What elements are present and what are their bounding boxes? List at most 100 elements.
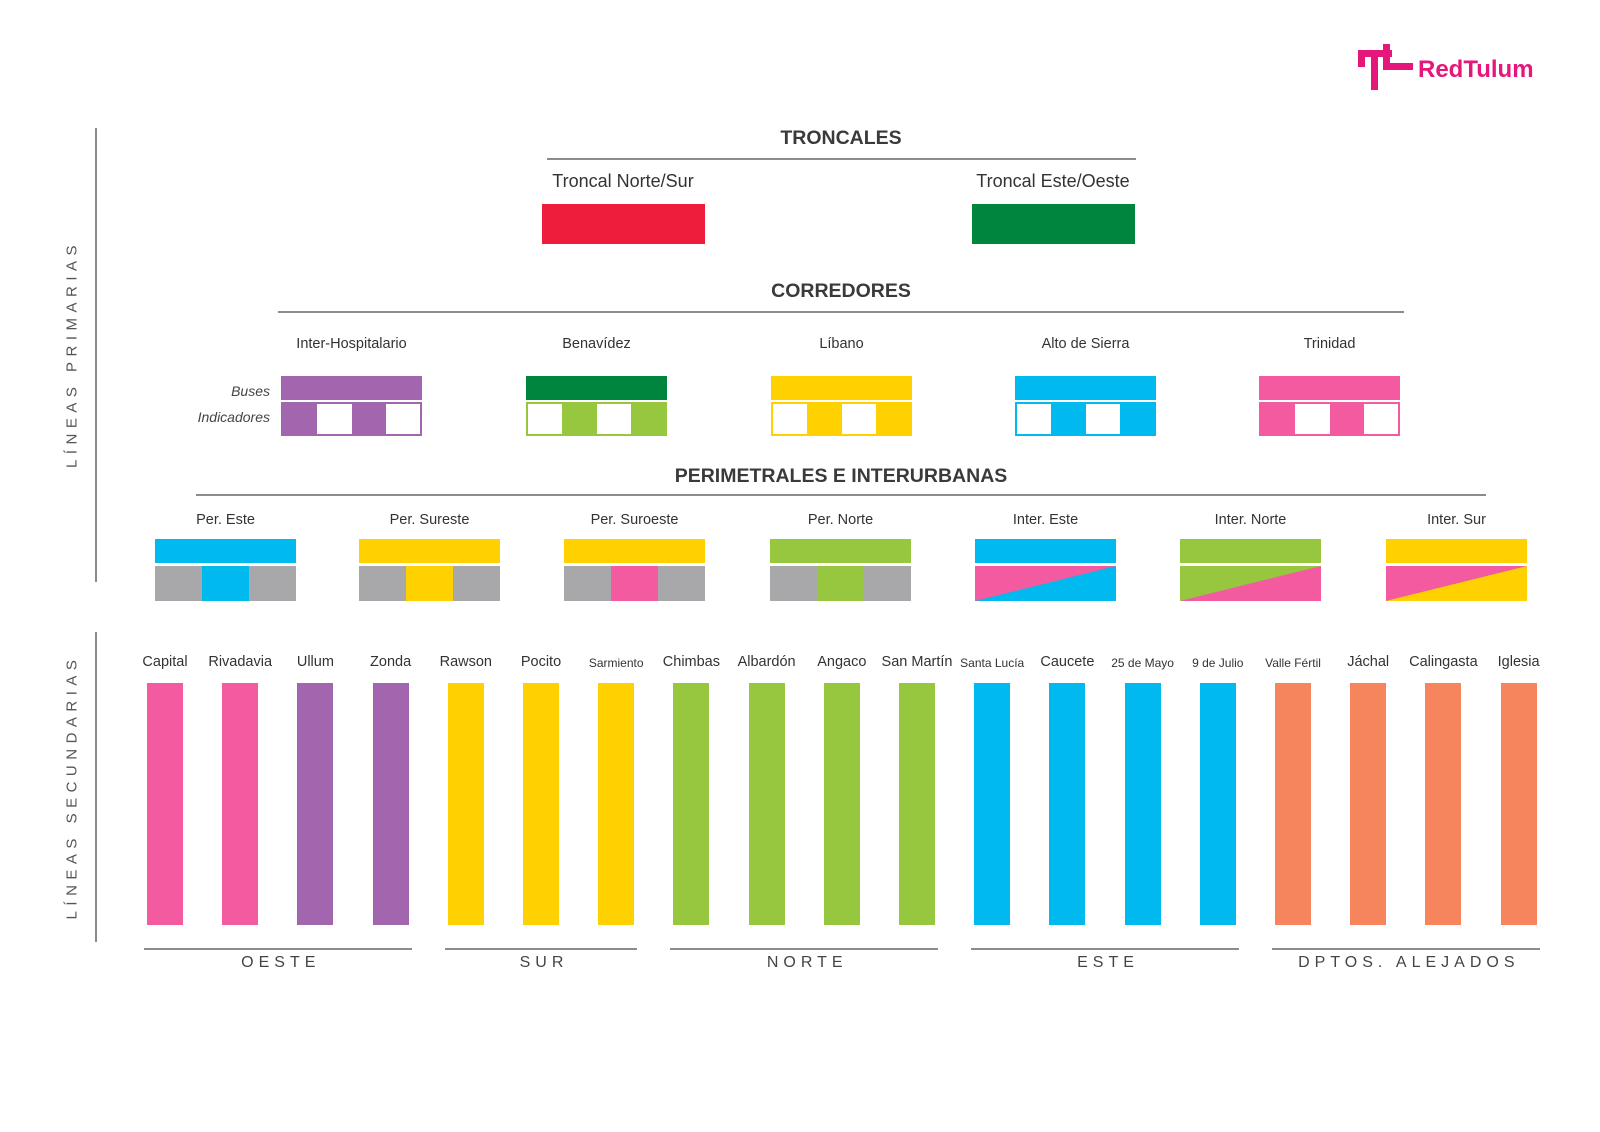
corredor-label: Líbano [819,336,864,352]
perimetral-middle [817,566,864,601]
interurbana-diagonal [1180,566,1321,601]
secondary-line-label: 25 de Mayo [1111,656,1174,670]
secondary-line-label: 9 de Julio [1192,656,1244,670]
corredor-indicators [771,402,912,436]
indicator-cell-on [1119,404,1154,434]
corredores-title: CORREDORES [771,280,911,302]
perimetral-side-right [864,566,911,601]
region-label: ESTE [1077,954,1139,971]
troncales-title: TRONCALES [780,127,902,149]
interurbana-diagonal [975,566,1116,601]
indicator-cell-on [1051,404,1086,434]
indicator-cell-on [630,404,665,434]
secondary-line-bar [1275,683,1311,925]
perimetral-side-right [249,566,296,601]
secondary-line-label: Valle Fértil [1265,656,1321,670]
primary-lines-label: LÍNEAS PRIMARIAS [63,239,81,469]
secondary-line-bar [1500,683,1537,925]
corredor-indicators [1015,402,1156,436]
region-rule [670,948,938,950]
secondary-line-label: Pocito [520,654,562,670]
indicator-cell-on [351,404,386,434]
secondary-line-bar [297,683,334,925]
secondary-line-label: Angaco [817,654,867,670]
brand-logo: RedTulum [1358,44,1558,94]
diagonal-lower [1180,566,1321,601]
indicator-cell-off [385,404,420,434]
perimetral-middle [406,566,453,601]
perimetral-label: Per. Norte [807,512,874,528]
brand-name: RedTulum [1418,56,1534,83]
perimetral-middle [202,566,249,601]
secondary-line-label: Jáchal [1347,654,1390,670]
perimetral-label: Per. Este [196,512,255,528]
indicator-cell-on [1261,404,1296,434]
secondary-line-label: Rawson [439,654,492,670]
corredor-label: Benavídez [562,336,631,352]
corredores-rule [278,311,1404,313]
secondary-line-bar [1199,683,1236,925]
indicator-cell-off [596,404,631,434]
region-rule [971,948,1239,950]
interurbana-diagonal [1386,566,1527,601]
secondary-line-label: Albardón [737,654,796,670]
troncales-rule [547,158,1136,160]
secondary-line-bar [1425,683,1462,925]
corredor-label: Inter-Hospitalario [296,336,407,352]
secondary-line-bar [222,683,259,925]
secondary-line-label: Rivadavia [208,654,273,670]
secondary-line-bar [1350,683,1387,925]
row-label-indicators: Indicadores [197,409,270,425]
corredor-bus-bar [1015,376,1156,400]
perimetral-top-bar [770,539,911,563]
secondary-line-bar [673,683,710,925]
secondary-line-label: Capital [142,654,188,670]
perimetral-label: Inter. Norte [1214,512,1287,528]
perimetral-top-bar [975,539,1116,563]
secondary-line-label: Iglesia [1497,654,1540,670]
perimetrales-rule [196,494,1486,496]
perimetral-label: Per. Suroeste [590,512,679,528]
perimetral-label: Inter. Sur [1427,512,1486,528]
perimetrales-title: PERIMETRALES E INTERURBANAS [674,465,1008,487]
indicator-cell-off [773,404,808,434]
corredor-label: Alto de Sierra [1041,336,1130,352]
indicator-cell-off [528,404,563,434]
perimetral-label: Per. Sureste [389,512,470,528]
secondary-line-bar [447,683,484,925]
perimetral-top-bar [155,539,296,563]
secondary-line-bar [1049,683,1086,925]
secondary-line-bar [147,683,183,925]
region-label: DPTOS. ALEJADOS [1298,954,1520,971]
secondary-line-label: Zonda [370,654,412,670]
corredor-label: Trinidad [1303,336,1356,352]
secondary-line-bar [523,683,559,925]
indicator-cell-on [562,404,597,434]
secondary-lines-label: LÍNEAS SECUNDARIAS [63,654,81,920]
region-label: SUR [519,954,569,971]
corredor-indicators [1259,402,1400,436]
secondary-line-label: San Martín [881,654,953,670]
indicator-cell-off [841,404,876,434]
troncal-label: Troncal Norte/Sur [552,171,694,191]
secondary-line-bar [598,683,635,925]
perimetral-side-right [453,566,500,601]
secondary-line-bar [748,683,785,925]
perimetral-top-bar [1180,539,1321,563]
secondary-line-label: Sarmiento [588,656,644,670]
perimetral-label: Inter. Este [1012,512,1079,528]
perimetral-top-bar [564,539,705,563]
diagonal-lower [1386,566,1527,601]
secondary-line-label: Ullum [296,654,334,670]
corredor-bus-bar [526,376,667,400]
secondary-line-bar [823,683,860,925]
perimetral-top-bar [359,539,500,563]
secondary-divider [95,632,97,942]
secondary-line-label: Chimbas [662,654,720,670]
perimetral-side-left [155,566,202,601]
indicator-cell-off [1085,404,1120,434]
secondary-line-label: Caucete [1040,654,1095,670]
primary-divider [95,128,97,582]
secondary-line-bar [372,683,409,925]
indicator-cell-on [1329,404,1364,434]
